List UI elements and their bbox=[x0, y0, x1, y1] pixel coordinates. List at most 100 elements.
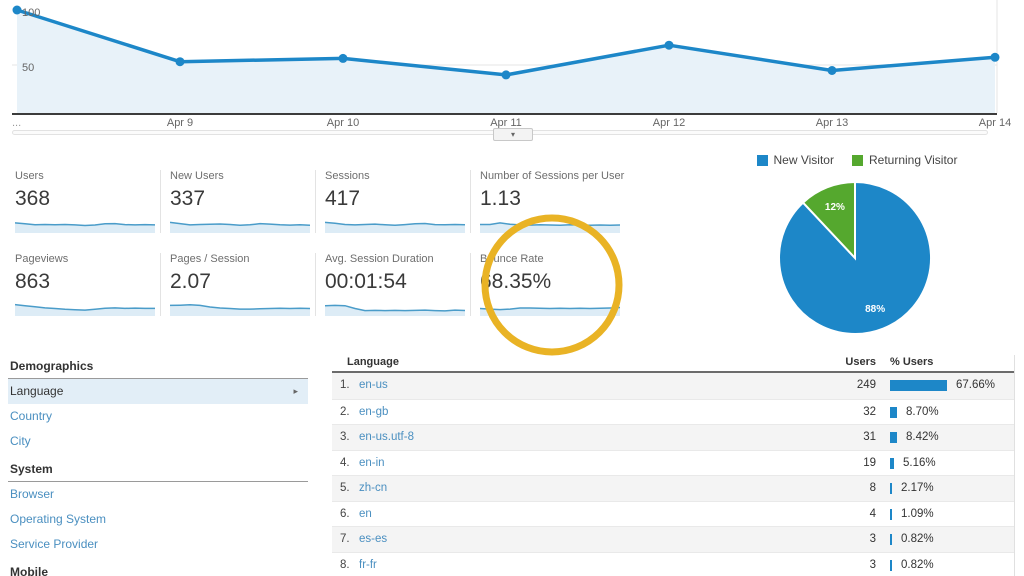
row-rank: 7. bbox=[340, 533, 350, 545]
report-sidebar: Demographics Language ▸ Country City System Br… bbox=[8, 351, 308, 576]
row-rank: 2. bbox=[340, 405, 350, 418]
users-value: 3 bbox=[869, 533, 876, 545]
users-value: 4 bbox=[869, 507, 876, 520]
users-value: 31 bbox=[863, 431, 876, 443]
column-header-users[interactable]: Users bbox=[845, 356, 876, 368]
language-link[interactable]: fr-fr bbox=[359, 558, 377, 571]
sidebar-item-language[interactable]: Language ▸ bbox=[8, 379, 308, 404]
sidebar-item-browser[interactable]: Browser bbox=[8, 482, 308, 507]
metric-sparkline bbox=[15, 303, 155, 316]
legend-item[interactable]: New Visitor bbox=[756, 153, 834, 167]
svg-text:50: 50 bbox=[22, 62, 34, 74]
metric-card[interactable]: Pageviews 863 bbox=[15, 253, 160, 316]
metric-sparkline bbox=[325, 304, 465, 316]
legend-item[interactable]: Returning Visitor bbox=[851, 153, 957, 167]
metric-sparkline bbox=[15, 222, 155, 233]
metric-value: 417 bbox=[325, 187, 361, 210]
row-rank: 6. bbox=[340, 507, 350, 520]
language-link[interactable]: en bbox=[359, 507, 372, 520]
sidebar-item-city[interactable]: City bbox=[8, 429, 308, 454]
table-body: 1. en-us 249 67.66% 2. en-gb 32 8.70% 3. en-us.ut… bbox=[332, 373, 1014, 576]
table-row: 4. en-in 19 5.16% bbox=[332, 449, 1014, 476]
metric-card[interactable]: Pages / Session 2.07 bbox=[160, 253, 315, 316]
metric-value: 00:01:54 bbox=[325, 270, 407, 293]
metric-card[interactable]: Bounce Rate 68.35% bbox=[470, 253, 625, 316]
x-axis-label: Apr 11 bbox=[490, 117, 522, 129]
pct-users-value: 8.42% bbox=[906, 431, 939, 443]
sidebar-section-heading: System bbox=[8, 454, 308, 482]
sessions-timeline-chart: 100 50 ... Apr 9 Apr 10 Apr 11 Apr 12 Apr 13 Ap… bbox=[0, 0, 1024, 148]
metric-value: 1.13 bbox=[480, 187, 521, 210]
x-axis-label: Apr 9 bbox=[166, 117, 194, 129]
timeline-line-chart: 100 50 bbox=[12, 0, 1000, 115]
metric-label: Sessions bbox=[325, 170, 370, 182]
sidebar-item-label: Language bbox=[10, 384, 64, 398]
metric-sparkline bbox=[325, 221, 465, 233]
row-rank: 5. bbox=[340, 482, 350, 494]
metric-label: Pages / Session bbox=[170, 253, 250, 265]
table-row: 2. en-gb 32 8.70% bbox=[332, 398, 1014, 425]
metric-sparkline bbox=[170, 221, 310, 233]
svg-text:100: 100 bbox=[22, 7, 40, 19]
metric-label: Bounce Rate bbox=[480, 253, 544, 265]
users-value: 32 bbox=[863, 405, 876, 418]
language-link[interactable]: zh-cn bbox=[359, 482, 388, 494]
sidebar-item-service-provider[interactable]: Service Provider bbox=[8, 532, 308, 557]
users-value: 19 bbox=[863, 456, 876, 469]
x-axis-label: Apr 14 bbox=[978, 117, 1012, 129]
x-axis-label: ... bbox=[12, 117, 22, 129]
sidebar-item-label: Browser bbox=[10, 487, 55, 501]
visitor-pie-legend: New Visitor Returning Visitor bbox=[690, 153, 1024, 167]
sidebar-item-label: Country bbox=[10, 409, 53, 423]
language-link[interactable]: en-gb bbox=[359, 405, 389, 418]
metric-scorecards: Users 368 New Users 337 Sessions 417 Number of… bbox=[15, 170, 625, 336]
pie-value-label: 88% bbox=[865, 304, 885, 315]
metric-sparkline bbox=[480, 222, 620, 233]
language-table: Language Users % Users 1. en-us 249 67.66% 2… bbox=[332, 355, 1015, 576]
language-link[interactable]: en-us bbox=[359, 379, 388, 391]
pct-users-bar bbox=[890, 483, 892, 494]
metric-card[interactable]: Avg. Session Duration 00:01:54 bbox=[315, 253, 470, 316]
users-value: 8 bbox=[869, 482, 876, 494]
table-row: 7. es-es 3 0.82% bbox=[332, 526, 1014, 552]
table-row: 5. zh-cn 8 2.17% bbox=[332, 475, 1014, 501]
table-row: 3. en-us.utf-8 31 8.42% bbox=[332, 424, 1014, 450]
metric-card[interactable]: Number of Sessions per User 1.13 bbox=[470, 170, 625, 233]
pie-slice[interactable] bbox=[801, 180, 856, 261]
timeline-slider-handle[interactable]: ▾ bbox=[493, 128, 533, 141]
column-header-pct-users[interactable]: % Users bbox=[890, 356, 934, 368]
pct-users-value: 1.09% bbox=[901, 507, 934, 520]
metric-card[interactable]: Users 368 bbox=[15, 170, 160, 233]
pct-users-value: 0.82% bbox=[901, 558, 934, 571]
legend-swatch-icon bbox=[756, 154, 768, 166]
table-row: 1. en-us 249 67.66% bbox=[332, 373, 1014, 399]
sidebar-item-operating-system[interactable]: Operating System bbox=[8, 507, 308, 532]
metric-value: 337 bbox=[170, 187, 206, 210]
pct-users-bar bbox=[890, 432, 897, 443]
row-rank: 3. bbox=[340, 431, 350, 443]
legend-swatch-icon bbox=[851, 154, 863, 166]
language-link[interactable]: en-in bbox=[359, 456, 385, 469]
pct-users-value: 5.16% bbox=[903, 456, 936, 469]
pct-users-bar bbox=[890, 559, 892, 571]
x-axis-label: Apr 10 bbox=[326, 117, 360, 129]
metric-label: Number of Sessions per User bbox=[480, 170, 625, 182]
users-value: 249 bbox=[856, 379, 876, 391]
chevron-right-icon: ▸ bbox=[293, 386, 298, 396]
pct-users-bar bbox=[890, 406, 897, 418]
legend-label: New Visitor bbox=[773, 153, 834, 167]
pct-users-bar bbox=[890, 380, 947, 391]
users-value: 3 bbox=[869, 558, 876, 571]
scorecard-row: Pageviews 863 Pages / Session 2.07 Avg. Sess… bbox=[15, 253, 625, 316]
table-row: 6. en 4 1.09% bbox=[332, 500, 1014, 527]
metric-value: 68.35% bbox=[480, 270, 552, 293]
metric-card[interactable]: New Users 337 bbox=[160, 170, 315, 233]
metric-label: New Users bbox=[170, 170, 224, 182]
language-link[interactable]: es-es bbox=[359, 533, 388, 545]
column-header-language[interactable]: Language bbox=[347, 356, 399, 368]
row-rank: 4. bbox=[340, 456, 350, 469]
language-link[interactable]: en-us.utf-8 bbox=[359, 431, 414, 443]
pct-users-value: 67.66% bbox=[956, 379, 996, 391]
sidebar-item-country[interactable]: Country bbox=[8, 404, 308, 429]
metric-card[interactable]: Sessions 417 bbox=[315, 170, 470, 233]
